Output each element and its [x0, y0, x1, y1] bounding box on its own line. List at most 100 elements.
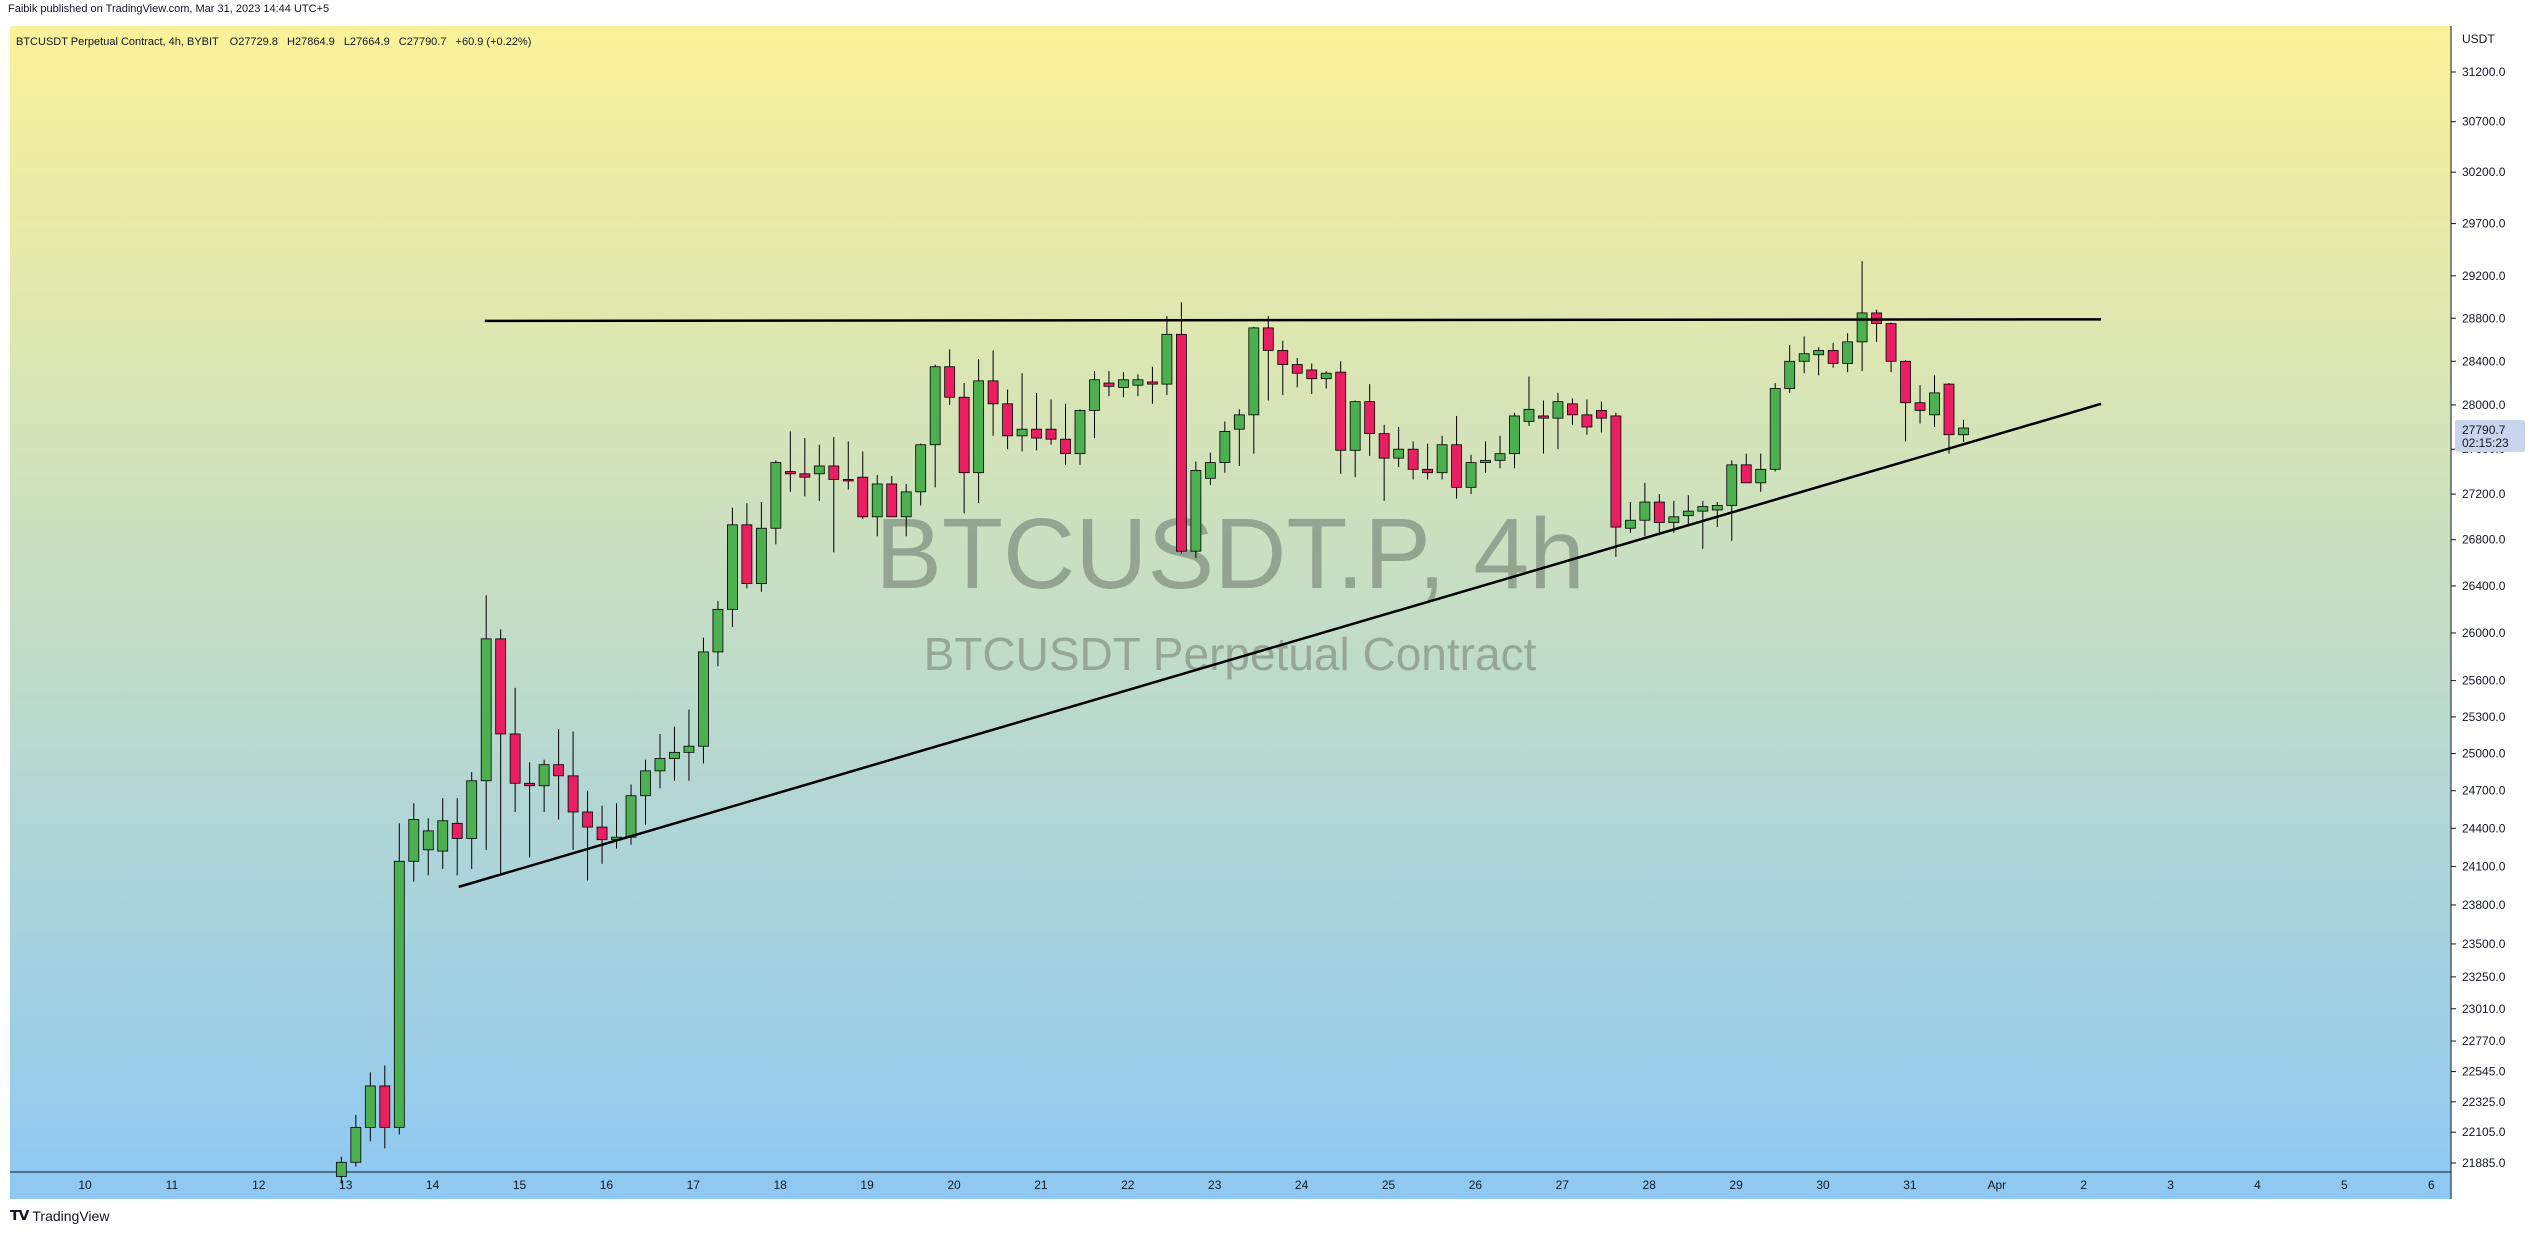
candle-body	[669, 751, 680, 759]
candle-bullish	[1668, 500, 1680, 533]
candle-body	[1827, 350, 1839, 364]
candle-body	[1871, 312, 1882, 325]
price-tick-label: 27200.0	[2462, 487, 2506, 501]
time-tick-label: 24	[1295, 1178, 1309, 1192]
candle-bearish	[1653, 494, 1665, 533]
candle-bearish	[944, 349, 956, 405]
candle-bullish	[1320, 371, 1332, 389]
candle-body	[538, 764, 550, 787]
candle-bearish	[524, 762, 536, 858]
candle-body	[553, 764, 565, 777]
candle-body	[1697, 506, 1709, 512]
candle-bullish	[1958, 419, 1969, 442]
candle-bearish	[495, 629, 507, 876]
legend-high: H27864.9	[287, 36, 335, 48]
time-tick-label: 29	[1729, 1178, 1743, 1192]
time-tick-label: 27	[1556, 1178, 1570, 1192]
candle-bullish	[1118, 372, 1129, 398]
candle-body	[1596, 410, 1607, 419]
price-tick-label: 30700.0	[2462, 115, 2506, 129]
candle-body	[567, 775, 579, 813]
candle-body	[1929, 392, 1940, 416]
price-tick-label: 25600.0	[2462, 674, 2506, 688]
legend-low: L27664.9	[344, 36, 390, 48]
candle-bearish	[596, 805, 608, 864]
candle-body	[1465, 462, 1477, 488]
candle-body	[364, 1085, 376, 1128]
candle-bearish	[509, 687, 521, 812]
time-tick-label: 15	[513, 1178, 527, 1192]
price-tick-label: 22545.0	[2462, 1065, 2506, 1079]
candle-body	[379, 1085, 391, 1128]
candle-bearish	[857, 451, 869, 520]
candle-body	[495, 638, 507, 735]
candle-bearish	[1422, 443, 1434, 480]
candle-bearish	[451, 798, 463, 876]
candle-body	[1943, 383, 1955, 436]
candle-bullish	[640, 759, 651, 825]
candle-body	[1523, 408, 1535, 422]
price-tick-label: 28000.0	[2462, 398, 2506, 412]
candle-bullish	[973, 359, 985, 504]
candle-body	[1074, 410, 1086, 455]
price-tick-label: 29200.0	[2462, 269, 2506, 283]
candle-body	[1349, 401, 1361, 451]
candle-body	[828, 465, 840, 480]
candle-bullish	[350, 1114, 362, 1167]
candle-body	[350, 1126, 362, 1163]
candle-body	[1378, 433, 1390, 459]
candle-bullish	[1132, 374, 1144, 397]
candle-bullish	[929, 364, 941, 488]
candle-bearish	[1596, 401, 1607, 433]
candle-body	[1147, 381, 1158, 385]
candle-body	[422, 830, 434, 851]
legend-open: O27729.8	[230, 36, 278, 48]
candle-body	[1118, 379, 1129, 388]
time-tick-label: 31	[1903, 1178, 1917, 1192]
candle-body	[1407, 448, 1419, 470]
candle-body	[987, 380, 999, 405]
price-axis[interactable]: USDT 31200.0 30700.0 30200.0 29700.0 29200.0…	[2451, 32, 2506, 1170]
candle-bullish	[1248, 326, 1260, 454]
candle-bearish	[1451, 415, 1462, 499]
candle-body	[582, 811, 593, 828]
candle-bearish	[1002, 389, 1013, 450]
time-tick-label: 14	[426, 1178, 440, 1192]
candle-bullish	[1494, 435, 1506, 469]
price-tick-label: 26800.0	[2462, 533, 2506, 547]
candle-body	[335, 1161, 347, 1177]
candle-bullish	[538, 759, 550, 812]
candle-bearish	[1943, 383, 1955, 454]
candle-body	[1885, 323, 1897, 362]
candle-body	[654, 758, 666, 772]
tradingview-brand-label: TradingView	[32, 1207, 110, 1224]
candle-bearish	[1885, 322, 1897, 373]
candle-body	[1262, 327, 1274, 351]
candle-body	[698, 651, 709, 747]
candle-bullish	[1465, 454, 1477, 495]
candle-body	[1364, 401, 1376, 435]
candle-body	[900, 491, 912, 518]
time-tick-label: 4	[2254, 1178, 2261, 1192]
candle-body	[1668, 516, 1680, 523]
candle-bearish	[1740, 453, 1752, 484]
watermark: BTCUSDT.P, 4h BTCUSDT Perpetual Contract	[875, 498, 1585, 680]
candle-bearish	[1277, 340, 1289, 396]
candle-bullish	[1842, 333, 1854, 373]
candle-body	[1089, 379, 1100, 411]
watermark-subtitle: BTCUSDT Perpetual Contract	[924, 628, 1537, 680]
time-axis[interactable]: 10 11 12 13 14 15 16 17 18 19 20 21 22 23 24 25 26 27 28 29…	[78, 1178, 2435, 1192]
candle-body	[1494, 453, 1506, 461]
candle-bearish	[1378, 424, 1390, 501]
time-tick-label: 6	[2428, 1178, 2435, 1192]
time-tick-label: 28	[1643, 1178, 1657, 1192]
tradingview-logo[interactable]: 𝗧𝗩 TradingView	[10, 1207, 109, 1224]
price-tick-label: 23800.0	[2462, 898, 2506, 912]
candle-bullish	[1798, 336, 1810, 374]
candle-body	[1958, 427, 1969, 436]
candle-body	[1175, 333, 1187, 552]
support-trendline	[458, 402, 2102, 889]
candle-bearish	[1827, 342, 1839, 368]
candle-body	[1248, 327, 1260, 416]
